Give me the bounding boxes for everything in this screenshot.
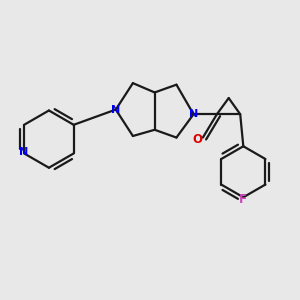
Text: O: O [192, 133, 202, 146]
Text: N: N [189, 109, 198, 119]
Text: N: N [20, 148, 29, 158]
Text: N: N [111, 105, 120, 115]
Text: F: F [239, 193, 247, 206]
